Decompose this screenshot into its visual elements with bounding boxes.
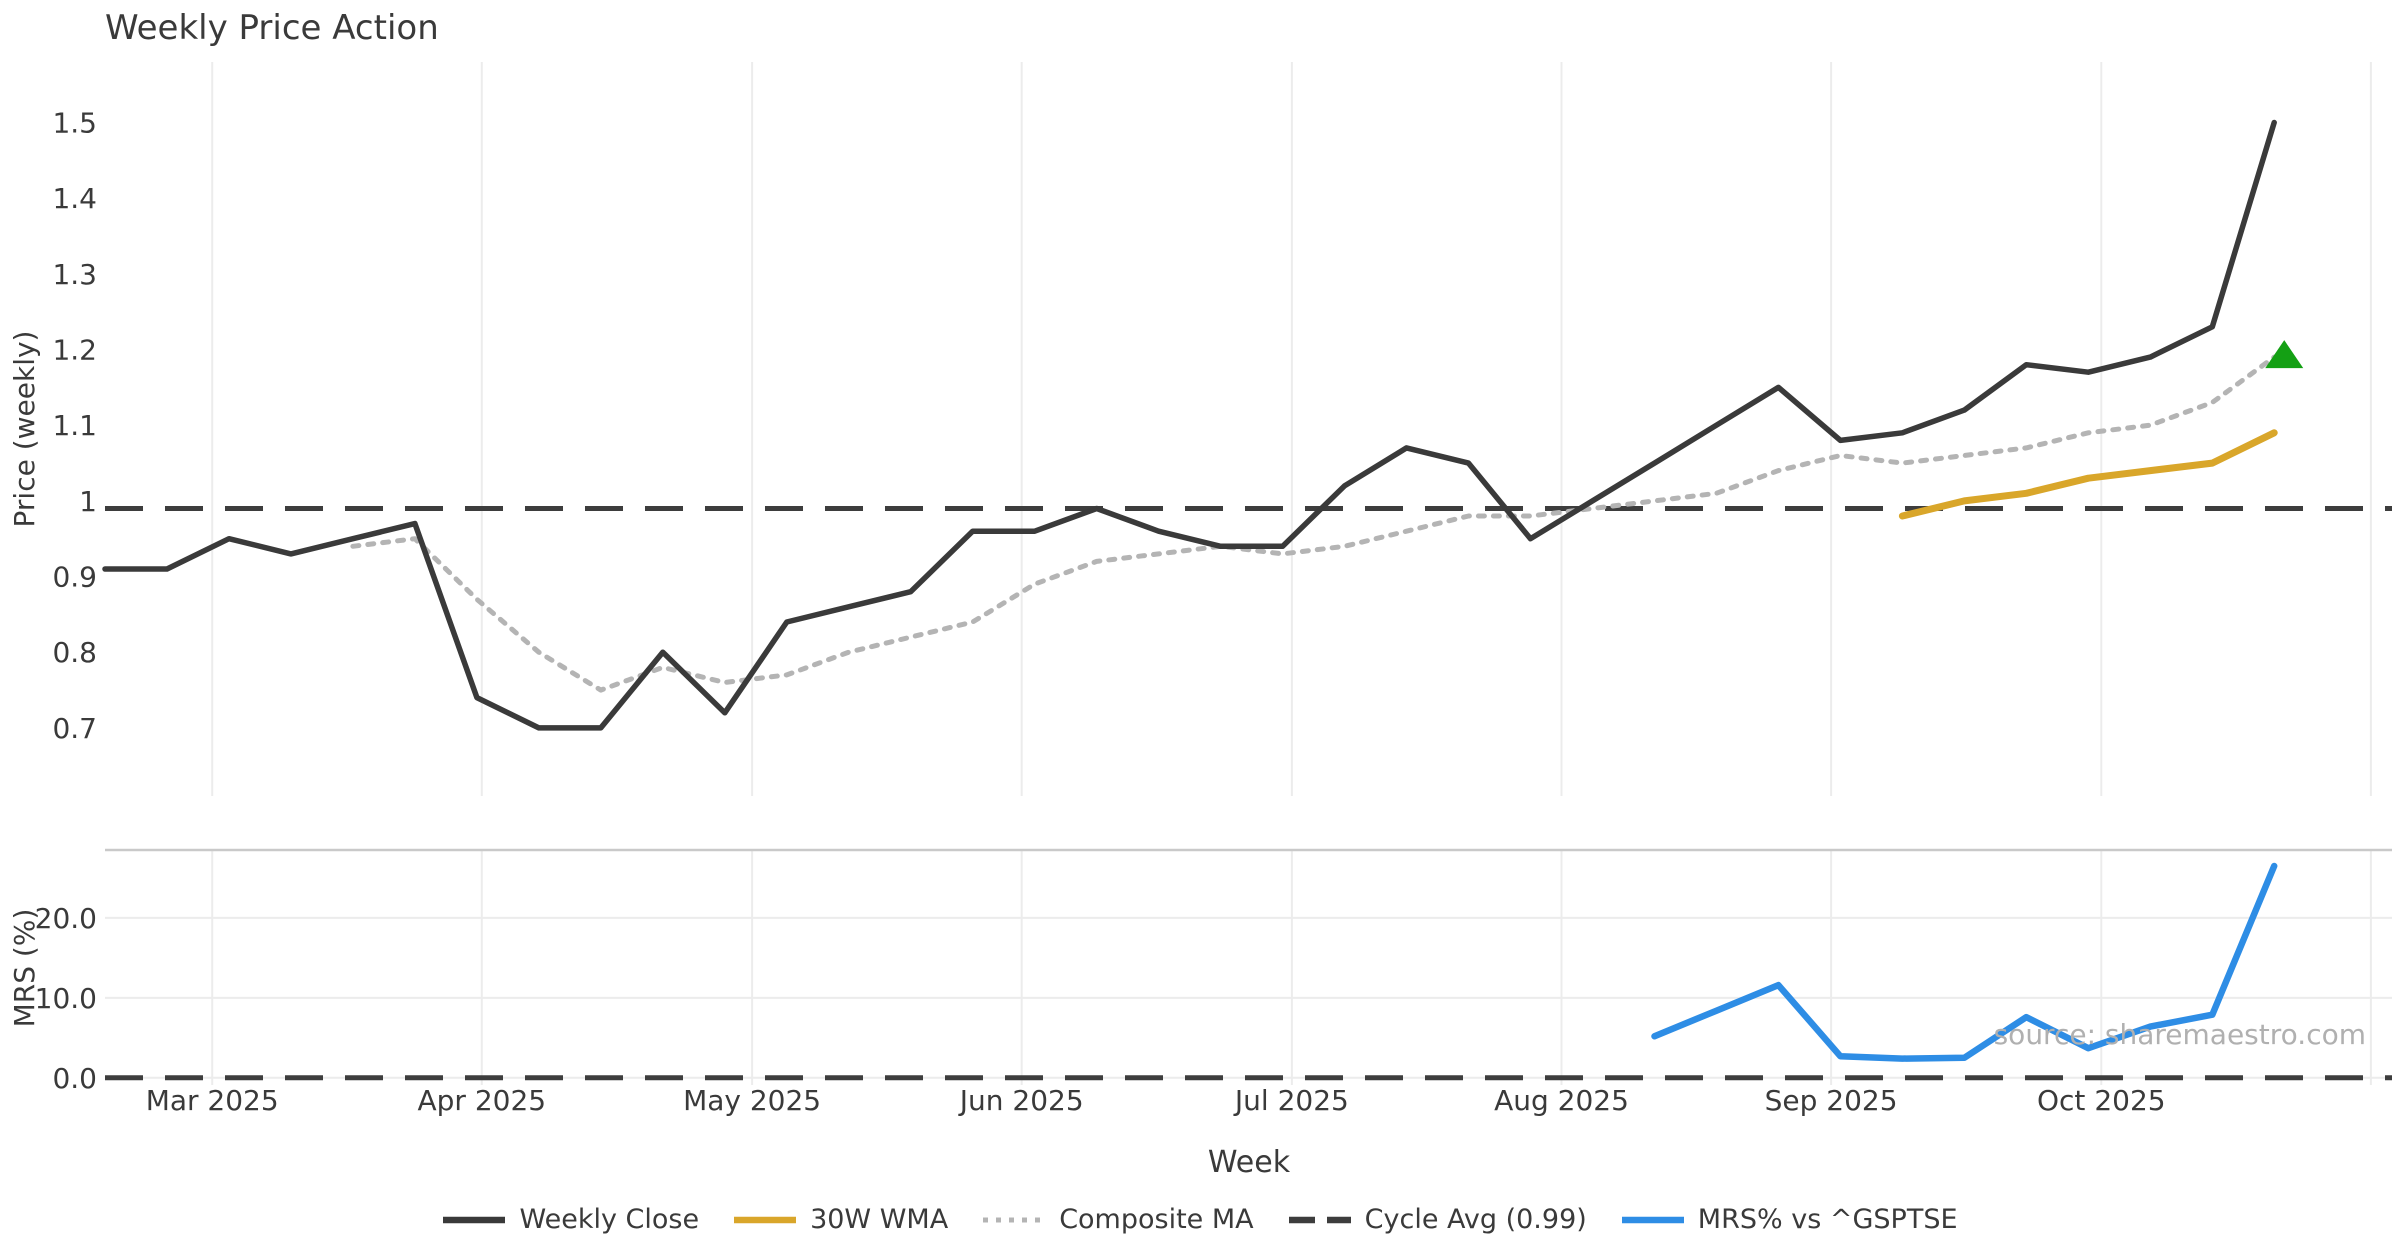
- price-ytick-label: 1.1: [52, 409, 97, 442]
- month-tick-label: Jul 2025: [1233, 1084, 1349, 1117]
- legend-item-mrs-vs-gsptse: MRS% vs ^GSPTSE: [1621, 1204, 1958, 1235]
- legend-item-weekly-close: Weekly Close: [442, 1204, 699, 1235]
- weekly-close-line: [102, 119, 2277, 731]
- mrs-ytick-label: 20.0: [35, 902, 97, 935]
- legend-item-composite-ma: Composite MA: [982, 1204, 1254, 1235]
- price-ytick-label: 1.4: [52, 182, 97, 215]
- month-tick-labels: Mar 2025 Apr 2025 May 2025 Jun 2025 Jul 2025…: [146, 1084, 2166, 1117]
- source-note: source: sharemaestro.com: [1993, 1018, 2366, 1051]
- mrs-axis-title: MRS (%): [8, 909, 41, 1028]
- mrs-ytick-label: 0.0: [52, 1062, 97, 1095]
- price-ytick-label: 0.9: [52, 561, 97, 594]
- price-ytick-labels: 1.5 1.4 1.3 1.2 1.1 1 0.9 0.8 0.7: [52, 107, 97, 745]
- month-tick-label: Sep 2025: [1765, 1084, 1898, 1117]
- price-axis-title: Price (weekly): [8, 331, 41, 528]
- price-ytick-label: 1.5: [52, 107, 97, 140]
- x-axis-title: Week: [1208, 1145, 1291, 1180]
- month-gridlines: [211, 62, 2372, 1085]
- mrs-vs-gsptse-swatch-line: [1621, 1216, 1684, 1223]
- month-tick-label: Apr 2025: [417, 1084, 546, 1117]
- mrs-ytick-label: 10.0: [35, 982, 97, 1015]
- legend-label-composite-ma: Composite MA: [1059, 1204, 1254, 1235]
- legend-label-mrs-vs-gsptse: MRS% vs ^GSPTSE: [1697, 1204, 1958, 1235]
- price-ytick-label: 1: [79, 485, 97, 518]
- price-ytick-label: 1.2: [52, 334, 97, 367]
- composite-ma-line: [350, 354, 2277, 693]
- month-tick-label: Aug 2025: [1494, 1084, 1629, 1117]
- cycle-avg-0-99-swatch-line: [1288, 1216, 1351, 1223]
- 30w-wma-swatch-line: [734, 1216, 797, 1223]
- mrs-ytick-labels: 0.0 10.0 20.0: [35, 902, 97, 1095]
- legend-label-weekly-close: Weekly Close: [519, 1204, 700, 1235]
- weekly-close-swatch-line: [443, 1216, 506, 1223]
- composite-ma-swatch-line: [983, 1217, 1046, 1222]
- signal-triangle-marker: [2265, 340, 2304, 369]
- price-ytick-label: 0.7: [52, 712, 97, 745]
- mrs-gridlines: [105, 916, 2392, 1079]
- price-ytick-label: 0.8: [52, 636, 97, 669]
- legend-label-cycle-avg-0-99: Cycle Avg (0.99): [1364, 1204, 1587, 1235]
- month-tick-label: May 2025: [683, 1084, 821, 1117]
- month-tick-label: Jun 2025: [958, 1084, 1084, 1117]
- wma-30w-line: [1898, 429, 2278, 520]
- price-ytick-label: 1.3: [52, 258, 97, 291]
- mrs-line: [1651, 862, 2278, 1062]
- legend: Weekly Close 30W WMA Composite MA Cycle Avg…: [0, 1204, 2400, 1235]
- chart-title: Weekly Price Action: [105, 8, 439, 48]
- month-tick-label: Oct 2025: [2037, 1084, 2166, 1117]
- month-tick-label: Mar 2025: [146, 1084, 279, 1117]
- legend-item-30w-wma: 30W WMA: [733, 1204, 948, 1235]
- legend-label-30w-wma: 30W WMA: [810, 1204, 949, 1235]
- legend-item-cycle-avg-0-99: Cycle Avg (0.99): [1288, 1204, 1587, 1235]
